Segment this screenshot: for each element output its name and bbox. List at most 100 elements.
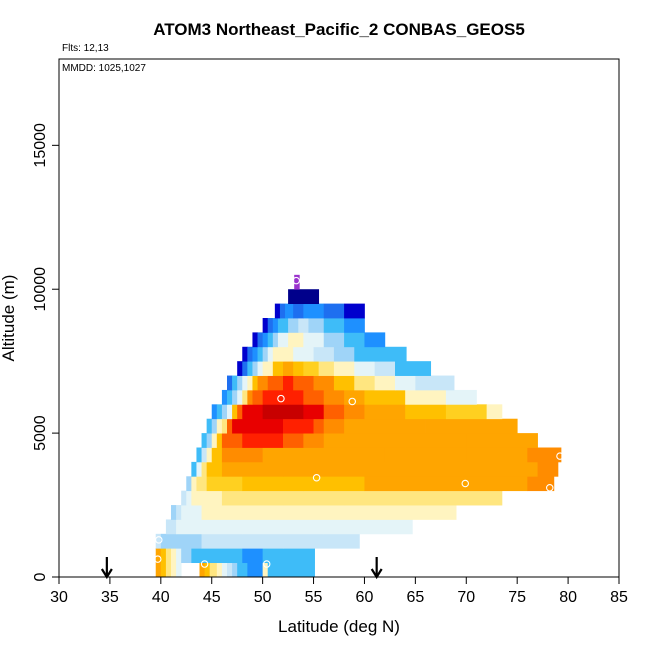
heatmap-cell xyxy=(303,447,386,463)
heatmap-cell xyxy=(303,433,325,448)
heatmap-cell xyxy=(344,332,365,348)
heatmap-cell xyxy=(395,361,432,376)
heatmap-cell xyxy=(155,533,162,549)
heatmap-cell xyxy=(267,562,284,578)
x-tick-label: 70 xyxy=(457,589,475,606)
heatmap-cell xyxy=(395,375,416,391)
heatmap-cell xyxy=(486,404,503,420)
heatmap-cell xyxy=(221,447,264,463)
heatmap-cell xyxy=(313,375,335,391)
heatmap-cell xyxy=(232,562,238,578)
heatmap-cell xyxy=(262,447,304,463)
down-arrow xyxy=(370,557,383,580)
heatmap-cell xyxy=(277,318,289,333)
heatmap-cell xyxy=(445,404,488,420)
heatmap-cell xyxy=(232,404,238,420)
heatmap-cell xyxy=(445,476,528,492)
date-annotation: MMDD: 1025,1027 xyxy=(62,63,146,74)
heatmap-cell xyxy=(237,404,243,420)
heatmap-cell xyxy=(344,389,365,405)
heatmap-cell xyxy=(247,361,253,376)
heatmap-cell xyxy=(247,346,253,362)
heatmap-cells xyxy=(155,274,562,578)
heatmap-cell xyxy=(308,318,325,333)
heatmap-cell xyxy=(283,418,314,434)
heatmap-cell xyxy=(303,389,325,405)
heatmap-cell xyxy=(374,346,407,362)
heatmap-cell xyxy=(272,318,279,333)
heatmap-cell xyxy=(333,375,355,391)
heatmap-cell xyxy=(333,346,355,362)
heatmap-cell xyxy=(279,303,286,319)
heatmap-cell xyxy=(186,490,192,506)
heatmap-cell xyxy=(221,490,284,506)
heatmap-cell xyxy=(155,562,162,578)
heatmap-cell xyxy=(257,375,269,391)
heatmap-cell xyxy=(323,418,345,434)
heatmap-cell xyxy=(283,505,365,520)
heatmap-cell xyxy=(196,461,202,477)
heatmap-cell xyxy=(221,404,228,420)
heatmap-cell xyxy=(323,303,345,319)
x-axis-label: Latitude (deg N) xyxy=(278,617,400,636)
heatmap-cell xyxy=(160,548,167,564)
heatmap-cell xyxy=(303,303,325,319)
heatmap-cell xyxy=(333,361,355,376)
heatmap-cell xyxy=(283,533,360,549)
heatmap-cell xyxy=(165,562,172,578)
heatmap-cell xyxy=(257,346,264,362)
heatmap-cell xyxy=(252,389,264,405)
heatmap-cell xyxy=(242,519,325,535)
sample-marker xyxy=(556,452,564,460)
heatmap-cell xyxy=(323,318,345,333)
sample-marker xyxy=(312,473,321,482)
flights-annotation: Flts: 12,13 xyxy=(62,43,109,54)
heatmap-cell xyxy=(221,389,228,405)
heatmap-cell xyxy=(201,548,243,564)
heatmap-cell xyxy=(303,361,320,376)
heatmap-cell xyxy=(323,389,345,405)
heatmap-cell xyxy=(252,361,258,376)
sample-marker xyxy=(292,276,300,285)
heatmap-cell xyxy=(267,375,284,391)
heatmap-cell xyxy=(191,490,223,506)
y-tick-label: 0 xyxy=(32,572,49,581)
heatmap-cell xyxy=(171,548,177,564)
heatmap-cell xyxy=(237,562,248,578)
sample-marker xyxy=(277,394,285,403)
heatmap-cell xyxy=(191,461,197,477)
x-tick-label: 60 xyxy=(356,589,374,606)
heatmap-cell xyxy=(206,447,213,463)
heatmap-cell xyxy=(425,490,503,506)
heatmap-cell xyxy=(252,332,258,348)
heatmap-cell xyxy=(211,447,223,463)
chart-title: ATOM3 Northeast_Pacific_2 CONBAS_GEOS5 xyxy=(153,20,525,39)
heatmap-cell xyxy=(288,318,299,333)
heatmap-cell xyxy=(323,461,406,477)
heatmap-cell xyxy=(323,519,413,535)
heatmap-cell xyxy=(267,346,274,362)
heatmap-cell xyxy=(160,562,167,578)
heatmap-cell xyxy=(262,318,269,333)
heatmap-cell xyxy=(283,346,294,362)
heatmap-cell xyxy=(242,548,264,564)
y-tick-label: 15000 xyxy=(32,123,49,168)
y-axis: 0 5000 10000 15000 xyxy=(32,123,60,581)
heatmap-cell xyxy=(242,389,248,405)
heatmap-cell xyxy=(405,461,488,477)
heatmap-cell xyxy=(313,418,325,434)
x-tick-label: 85 xyxy=(610,589,628,606)
heatmap-cell xyxy=(196,476,208,492)
sample-marker xyxy=(155,536,163,544)
heatmap-cell xyxy=(227,389,233,405)
heatmap-cell xyxy=(344,404,365,420)
heatmap-cell xyxy=(237,361,243,376)
x-tick-label: 40 xyxy=(152,589,170,606)
heatmap-cell xyxy=(272,346,284,362)
heatmap-cell xyxy=(232,375,238,391)
heatmap-cell xyxy=(176,562,182,578)
heatmap-cell xyxy=(323,404,345,420)
x-axis: 30 35 40 45 50 55 60 65 70 75 80 85 xyxy=(50,576,628,606)
heatmap-cell xyxy=(283,461,325,477)
heatmap-cell xyxy=(191,548,202,564)
